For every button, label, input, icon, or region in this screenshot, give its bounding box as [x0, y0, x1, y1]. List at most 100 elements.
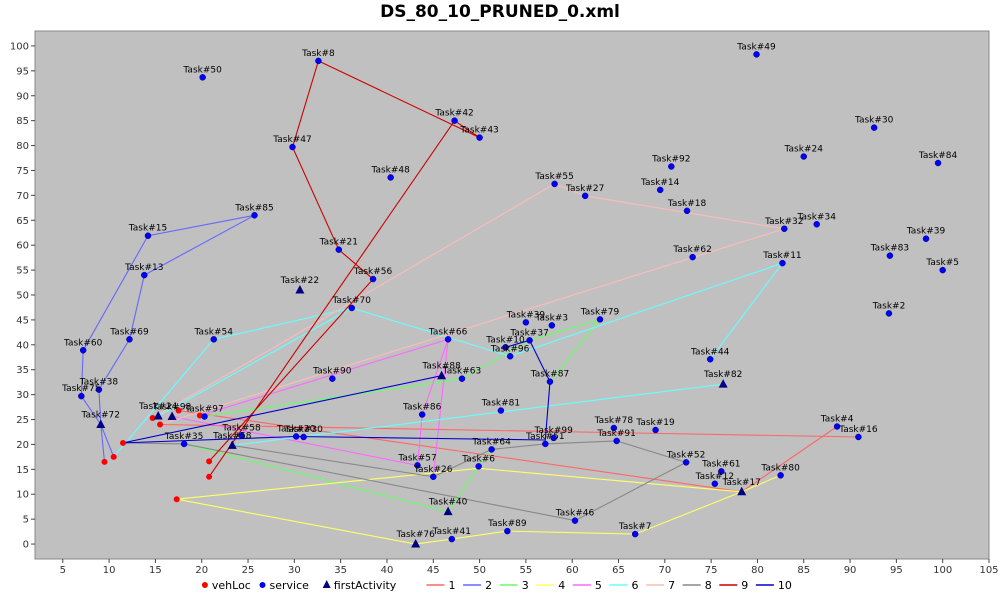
x-tick-label: 40 [381, 565, 394, 576]
first-activity-marker [167, 411, 177, 421]
service-point [289, 143, 296, 151]
legend-swatch [259, 582, 266, 588]
service-label: Task#19 [635, 418, 675, 428]
service-point [348, 304, 356, 312]
service-label: Task#46 [555, 509, 595, 519]
service-label: Task#38 [79, 378, 119, 388]
service-point [79, 347, 87, 354]
service-point [126, 336, 133, 343]
route-6-line [113, 262, 785, 458]
y-tick-label: 55 [16, 266, 29, 277]
x-tick-label: 85 [797, 565, 810, 576]
x-tick-label: 65 [612, 565, 625, 576]
service-label: Task#84 [918, 151, 958, 161]
service-label: Task#47 [272, 135, 311, 145]
vehloc-point [110, 453, 117, 460]
legend-item-1: 1 [426, 579, 456, 592]
y-tick-label: 100 [10, 41, 29, 52]
service-point [753, 51, 760, 58]
y-tick-label: 5 [23, 515, 29, 526]
service-label: Task#83 [870, 244, 909, 254]
y-tick-label: 70 [16, 191, 29, 202]
route-1-line [159, 423, 860, 438]
service-label: Task#35 [164, 432, 203, 442]
service-point [833, 423, 841, 430]
first-activity-label: Task#17 [721, 478, 760, 488]
first-activity-marker [737, 486, 747, 496]
service-point [683, 207, 691, 215]
service-point [414, 462, 421, 469]
service-point [201, 413, 208, 420]
legend-label: vehLoc [212, 579, 251, 592]
route-5-line [432, 339, 449, 477]
y-tick-label: 90 [16, 91, 29, 102]
chart-title: DS_80_10_PRUNED_0.xml [380, 2, 620, 22]
service-label: Task#92 [651, 154, 690, 164]
service-label: Task#87 [530, 370, 569, 380]
service-label: Task#30 [854, 116, 894, 126]
service-point [652, 426, 659, 434]
service-point [335, 246, 343, 253]
legend: vehLoc service firstActivity 1 2 3 4 5 6 7 8 9 10 [201, 579, 792, 592]
vehloc-point [173, 496, 180, 503]
x-tick-label: 35 [334, 565, 347, 576]
y-tick-label: 50 [16, 291, 29, 302]
service-label: Task#27 [565, 184, 604, 194]
first-activity-marker [443, 506, 453, 516]
service-point [934, 159, 942, 167]
y-tick-label: 75 [16, 166, 29, 177]
vehloc-point [119, 439, 126, 446]
service-point [885, 310, 893, 317]
legend-label: 6 [632, 579, 639, 592]
service-point [550, 434, 557, 442]
service-label: Task#55 [534, 172, 573, 182]
y-tick-label: 0 [23, 540, 29, 551]
service-point [387, 174, 394, 181]
legend-label: 10 [778, 579, 792, 592]
service-point [855, 433, 862, 441]
service-point [451, 117, 458, 124]
x-tick-label: 5 [60, 565, 66, 576]
service-label: Task#80 [760, 463, 800, 473]
y-tick-label: 15 [16, 465, 29, 476]
legend-item-6: 6 [609, 579, 639, 592]
service-point [800, 153, 808, 160]
legend-label: 3 [522, 579, 529, 592]
service-label: Task#99 [533, 426, 573, 436]
legend-swatch [201, 582, 208, 588]
service-point [444, 336, 452, 343]
service-label: Task#3 [534, 313, 568, 323]
service-point [526, 337, 533, 344]
service-label: Task#62 [672, 245, 711, 255]
x-tick-label: 75 [705, 565, 718, 576]
vehloc-point [157, 421, 164, 428]
x-tick-label: 20 [195, 565, 208, 576]
service-label: Task#54 [194, 327, 234, 337]
service-point [506, 353, 514, 360]
service-point [886, 252, 894, 259]
service-point [292, 433, 300, 440]
service-label: Task#24 [784, 145, 824, 155]
service-label: Task#7 [618, 522, 652, 532]
service-point [522, 319, 530, 326]
service-label: Task#21 [319, 238, 358, 248]
first-activity-label: Task#58 [212, 431, 252, 441]
legend-item-5: 5 [572, 579, 602, 592]
service-label: Task#51 [525, 432, 564, 442]
service-label: Task#86 [402, 403, 442, 413]
service-point [488, 446, 495, 453]
service-label: Task#70 [332, 296, 372, 306]
first-activity-marker [96, 419, 106, 429]
service-point [329, 375, 336, 382]
service-point [718, 468, 725, 475]
legend-item-7: 7 [646, 579, 675, 592]
route-6-line [232, 383, 724, 446]
route-10-line [122, 375, 442, 444]
vehloc-point [206, 458, 213, 465]
service-point [369, 275, 377, 283]
service-label: Task#32 [764, 217, 803, 227]
service-point [689, 253, 696, 261]
service-label: Task#58 [221, 423, 261, 433]
service-label: Task#75 [61, 384, 100, 394]
service-point [458, 375, 466, 382]
